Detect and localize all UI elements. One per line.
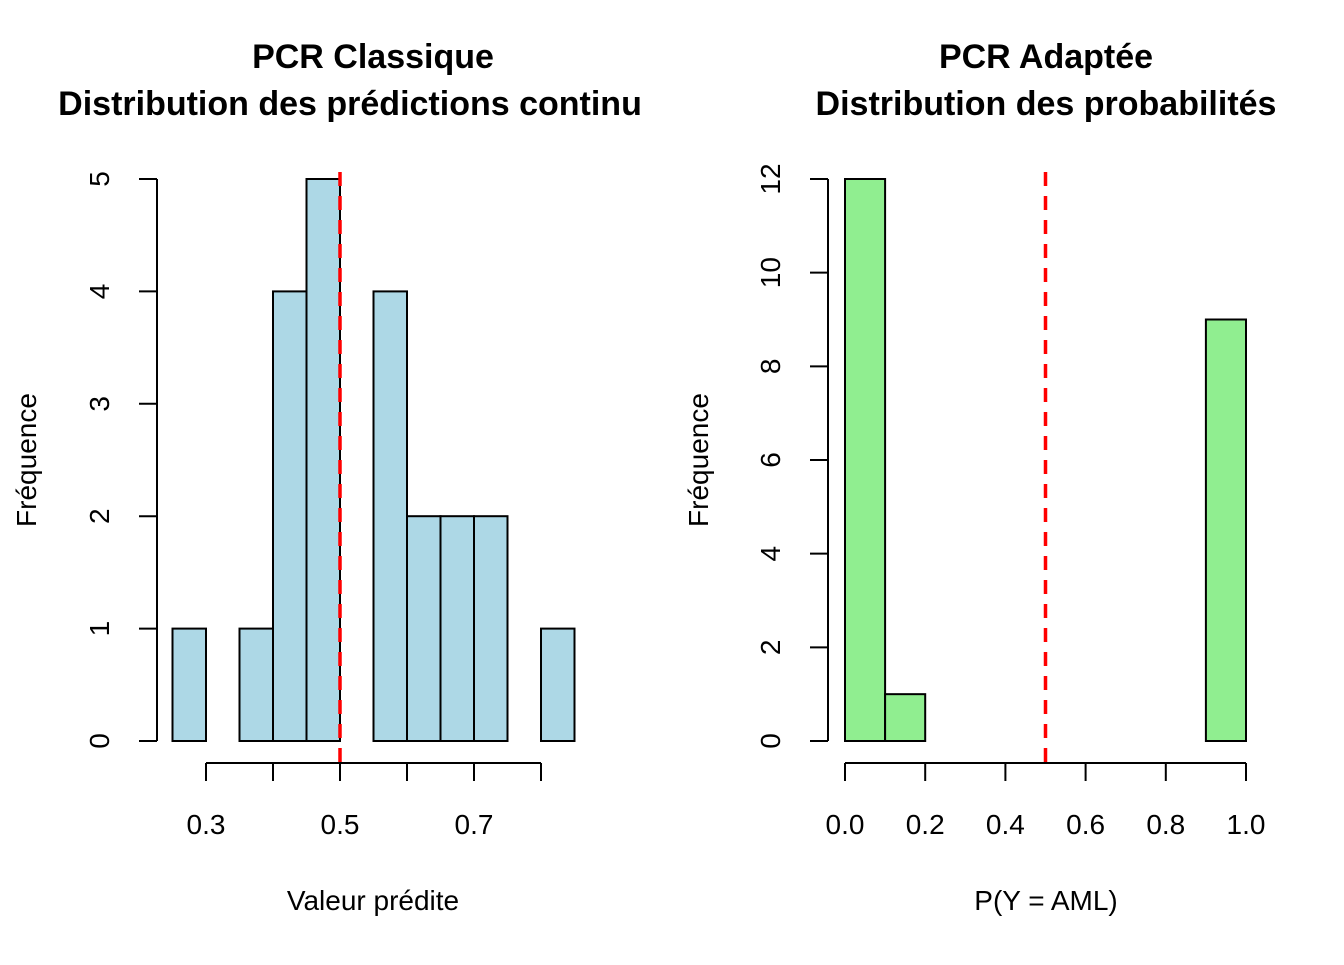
y-axis: 0 1 2 3 4 5 [84, 171, 158, 749]
chart-title: PCR Adaptée [939, 38, 1153, 76]
histogram-bar [1204, 318, 1248, 742]
chart-pcr-classique: PCR Classique Distribution des prédictio… [11, 38, 642, 916]
y-tick-label: 0 [84, 733, 115, 749]
histogram-bar [884, 693, 927, 743]
histogram-bar [473, 515, 509, 743]
y-tick-label: 4 [755, 546, 786, 562]
chart-title: PCR Classique [252, 38, 494, 76]
y-axis: 0 2 4 6 8 10 12 [755, 163, 829, 749]
y-tick-label: 12 [755, 163, 786, 194]
x-tick-label: 1.0 [1227, 809, 1266, 840]
x-tick-label: 0.3 [187, 809, 226, 840]
bars-group [171, 178, 576, 743]
y-tick-label: 0 [755, 733, 786, 749]
x-tick-label: 0.8 [1146, 809, 1185, 840]
y-tick-label: 2 [84, 508, 115, 524]
x-axis: 0.0 0.2 0.4 0.6 0.8 1.0 [826, 762, 1266, 840]
histogram-bar [305, 178, 341, 742]
x-tick-label: 0.6 [1066, 809, 1105, 840]
y-tick-label: 8 [755, 359, 786, 375]
x-tick-label: 0.0 [826, 809, 865, 840]
histogram-bar [439, 515, 475, 743]
y-axis-label: Fréquence [11, 393, 42, 527]
y-tick-label: 5 [84, 171, 115, 187]
x-axis: 0.3 0.5 0.7 [187, 762, 542, 840]
y-tick-label: 2 [755, 640, 786, 656]
x-tick-label: 0.2 [906, 809, 945, 840]
bars-group [844, 178, 1248, 743]
histogram-bar [406, 515, 442, 743]
y-tick-label: 3 [84, 396, 115, 412]
x-axis-label: P(Y = AML) [974, 885, 1117, 916]
x-tick-label: 0.4 [986, 809, 1025, 840]
histogram-bar [272, 290, 308, 742]
chart-subtitle: Distribution des probabilités [816, 85, 1277, 123]
histogram-bar [238, 627, 274, 742]
histogram-bar [540, 627, 576, 742]
histogram-bar [171, 627, 207, 742]
histogram-bar [844, 178, 887, 742]
chart-pcr-adaptee: PCR Adaptée Distribution des probabilité… [683, 38, 1276, 916]
x-tick-label: 0.5 [321, 809, 360, 840]
y-tick-label: 6 [755, 452, 786, 468]
x-tick-label: 0.7 [455, 809, 494, 840]
y-tick-label: 4 [84, 284, 115, 300]
y-tick-label: 1 [84, 621, 115, 637]
x-axis-label: Valeur prédite [287, 885, 459, 916]
y-axis-label: Fréquence [683, 393, 714, 527]
chart-subtitle: Distribution des prédictions continu [58, 85, 642, 123]
histogram-bar [372, 290, 408, 742]
y-tick-label: 10 [755, 257, 786, 288]
